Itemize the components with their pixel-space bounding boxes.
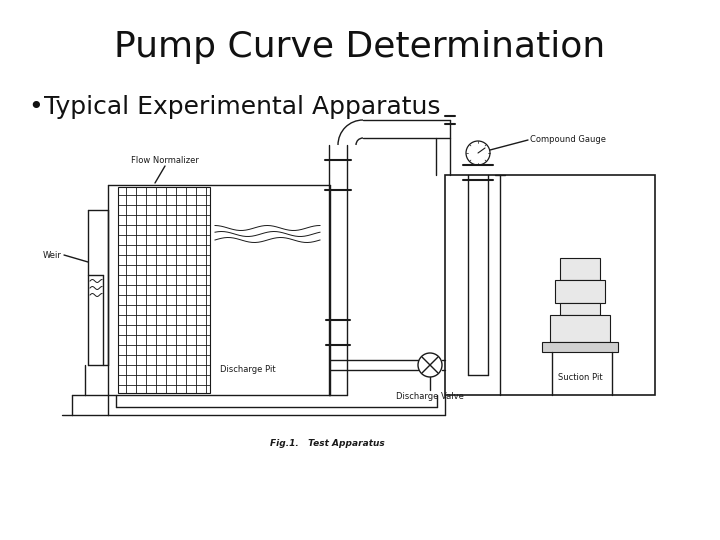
Text: Weir: Weir — [43, 251, 62, 260]
Bar — [542, 342, 618, 352]
Text: Suction Pit: Suction Pit — [558, 373, 603, 382]
Bar — [550, 315, 610, 342]
Text: Pump Curve Determination: Pump Curve Determination — [114, 30, 606, 64]
Text: Flow Normalizer: Flow Normalizer — [131, 156, 199, 165]
Bar — [445, 175, 655, 395]
Text: Fig.1.   Test Apparatus: Fig.1. Test Apparatus — [270, 439, 384, 448]
Bar — [555, 280, 605, 303]
Text: •: • — [28, 95, 42, 119]
Text: Typical Experimental Apparatus: Typical Experimental Apparatus — [44, 95, 441, 119]
Text: Discharge Pit: Discharge Pit — [220, 365, 276, 374]
Bar — [560, 303, 600, 315]
Bar — [118, 187, 210, 393]
Bar — [560, 258, 600, 280]
Text: Compound Gauge: Compound Gauge — [530, 136, 606, 145]
Text: Discharge Valve: Discharge Valve — [396, 392, 464, 401]
